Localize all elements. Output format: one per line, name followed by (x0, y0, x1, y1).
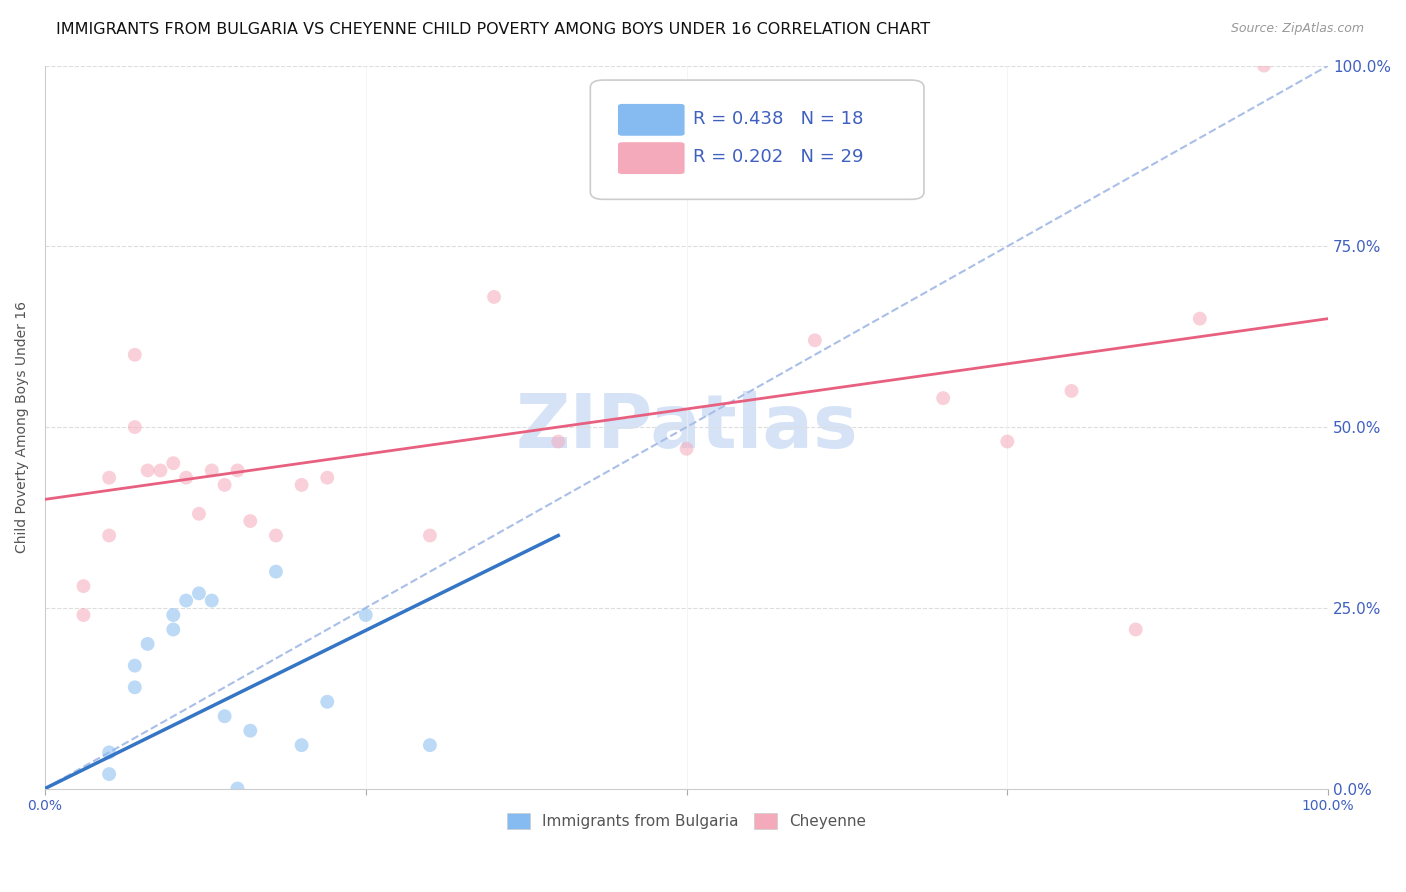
Point (264, 528, 287, 542)
Point (226, 781, 249, 796)
Point (136, 637, 159, 651)
Point (995, 434, 1018, 449)
Point (98, 767, 121, 781)
Point (419, 528, 441, 542)
Point (124, 681, 146, 695)
Point (419, 738, 441, 752)
Point (1125, 623, 1147, 637)
Point (482, 290, 505, 304)
Point (214, 709, 236, 723)
Legend: Immigrants from Bulgaria, Cheyenne: Immigrants from Bulgaria, Cheyenne (501, 807, 872, 835)
Point (124, 348, 146, 362)
Point (162, 623, 184, 637)
Point (547, 434, 569, 449)
Point (1253, 59, 1275, 73)
Point (316, 471, 339, 485)
Point (98, 471, 121, 485)
Point (354, 607, 377, 622)
Point (72, 607, 94, 622)
Point (675, 442, 697, 456)
Point (162, 607, 184, 622)
FancyBboxPatch shape (591, 80, 924, 199)
FancyBboxPatch shape (617, 103, 685, 136)
Point (188, 586, 211, 600)
Point (932, 391, 955, 405)
Point (149, 463, 172, 477)
Point (1060, 384, 1083, 398)
Point (98, 745, 121, 759)
Point (124, 420, 146, 434)
Point (201, 463, 224, 477)
Point (98, 528, 121, 542)
Point (72, 579, 94, 593)
Text: IMMIGRANTS FROM BULGARIA VS CHEYENNE CHILD POVERTY AMONG BOYS UNDER 16 CORRELATI: IMMIGRANTS FROM BULGARIA VS CHEYENNE CHI… (56, 22, 931, 37)
Point (226, 463, 249, 477)
Point (201, 593, 224, 607)
Point (1188, 311, 1211, 326)
Point (239, 723, 262, 738)
Point (136, 463, 159, 477)
Y-axis label: Child Poverty Among Boys Under 16: Child Poverty Among Boys Under 16 (15, 301, 30, 553)
Point (124, 658, 146, 673)
Text: ZIPatlas: ZIPatlas (515, 391, 858, 464)
FancyBboxPatch shape (617, 142, 685, 175)
Point (174, 593, 197, 607)
Point (264, 565, 287, 579)
Point (174, 471, 197, 485)
Text: R = 0.202   N = 29: R = 0.202 N = 29 (693, 148, 863, 167)
Point (214, 478, 236, 492)
Text: R = 0.438   N = 18: R = 0.438 N = 18 (693, 110, 863, 128)
Point (291, 738, 314, 752)
Text: Source: ZipAtlas.com: Source: ZipAtlas.com (1230, 22, 1364, 36)
Point (239, 514, 262, 528)
Point (316, 695, 339, 709)
Point (804, 334, 827, 348)
Point (188, 507, 211, 521)
Point (162, 456, 184, 470)
Point (291, 478, 314, 492)
